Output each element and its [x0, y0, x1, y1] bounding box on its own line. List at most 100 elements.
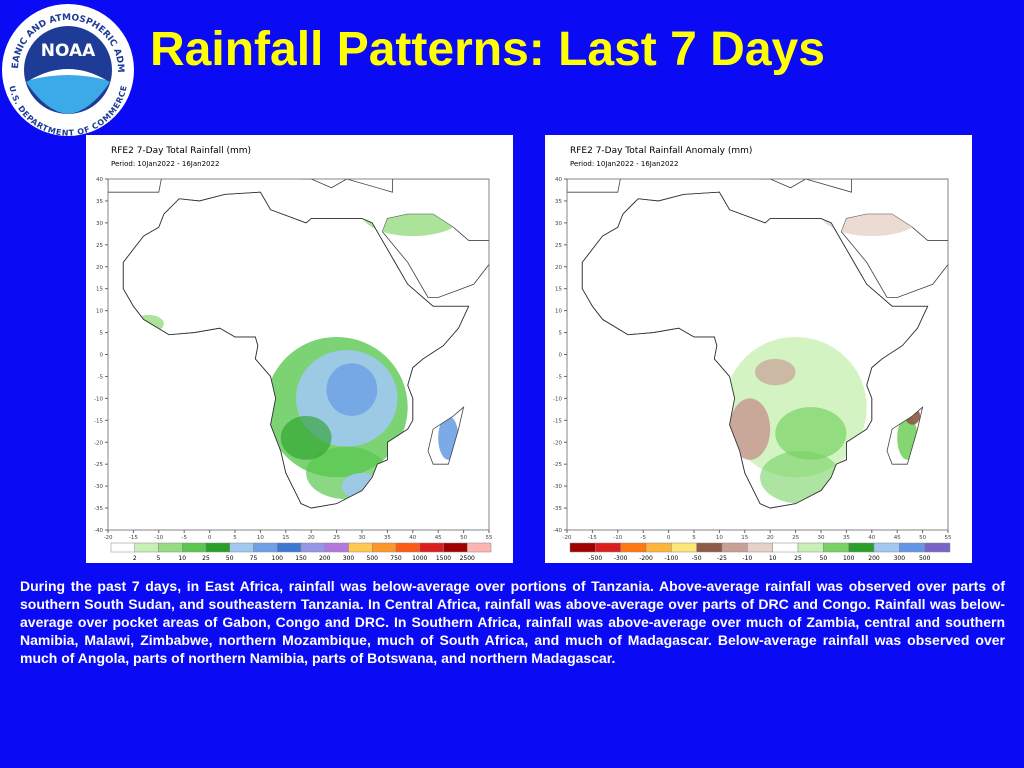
- colorbar-swatch: [253, 542, 278, 553]
- lon-label: -20: [563, 535, 572, 541]
- map-layer: [108, 179, 489, 509]
- lat-label: 15: [555, 287, 562, 293]
- lat-label: 10: [555, 309, 562, 315]
- lon-label: 40: [409, 535, 416, 541]
- lon-label: 0: [208, 535, 212, 541]
- lat-label: -25: [94, 462, 103, 468]
- colorbar-label: -500: [589, 555, 603, 562]
- lon-label: 45: [894, 535, 901, 541]
- lon-label: -15: [129, 535, 138, 541]
- colorbar-swatch: [823, 542, 849, 553]
- lon-label: 10: [716, 535, 723, 541]
- lon-label: 55: [486, 535, 493, 541]
- rain-patch: [775, 407, 847, 460]
- lon-label: 40: [868, 535, 875, 541]
- lat-label: -30: [553, 484, 562, 490]
- lat-label: 10: [96, 309, 103, 315]
- lon-label: 5: [692, 535, 696, 541]
- colorbar-swatch: [620, 542, 647, 553]
- slide-title: Rainfall Patterns: Last 7 Days: [150, 23, 825, 76]
- lon-label: -15: [588, 535, 597, 541]
- colorbar-label: -100: [665, 555, 679, 562]
- colorbar-label: 25: [202, 555, 210, 562]
- lat-label: 5: [100, 331, 104, 337]
- colorbar-label: 1500: [436, 555, 451, 562]
- land-madagascar: [886, 406, 924, 465]
- map-period: Period: 10Jan2022 - 16Jan2022: [111, 160, 219, 168]
- rain-patch: [280, 415, 332, 460]
- lat-label: 20: [555, 265, 562, 271]
- colorbar-swatch: [158, 542, 183, 553]
- lat-label: -30: [94, 484, 103, 490]
- lat-label: -35: [553, 506, 562, 512]
- lon-label: 20: [767, 535, 774, 541]
- colorbar-swatch: [205, 542, 230, 553]
- map-period: Period: 10Jan2022 - 16Jan2022: [570, 160, 678, 168]
- lat-label: -40: [553, 528, 562, 534]
- colorbar-label: 2500: [460, 555, 475, 562]
- map-panel: RFE2 7-Day Total Rainfall Anomaly (mm) Pe…: [545, 135, 972, 563]
- lat-label: -20: [94, 440, 103, 446]
- lon-label: 35: [843, 535, 850, 541]
- lat-label: 0: [559, 353, 563, 359]
- colorbar-label: 25: [794, 555, 802, 562]
- lat-label: 30: [96, 221, 103, 227]
- colorbar-label: 300: [343, 555, 355, 562]
- map-layer: [567, 179, 948, 509]
- colorbar-swatch: [848, 542, 875, 553]
- noaa-logo: NATIONAL OCEANIC AND ATMOSPHERIC ADMINIS…: [0, 0, 134, 138]
- colorbar-swatch: [395, 542, 420, 553]
- lon-label: -10: [154, 535, 163, 541]
- colorbar-swatch: [372, 542, 397, 553]
- lat-label: 0: [100, 353, 104, 359]
- colorbar-label: 200: [868, 555, 880, 562]
- lon-label: 50: [919, 535, 926, 541]
- map-title: RFE2 7-Day Total Rainfall Anomaly (mm): [570, 146, 752, 156]
- lat-label: -5: [557, 374, 563, 380]
- colorbar-label: 200: [319, 555, 331, 562]
- colorbar-label: 2: [133, 555, 137, 562]
- lon-label: 30: [818, 535, 825, 541]
- rain-patch: [760, 451, 842, 504]
- colorbar-label: 100: [272, 555, 284, 562]
- coastline: [122, 191, 470, 509]
- land-europe: [567, 179, 948, 193]
- colorbar-swatch: [924, 542, 951, 553]
- colorbar-label: -300: [614, 555, 628, 562]
- colorbar-swatch: [348, 542, 373, 553]
- lat-label: 25: [555, 243, 562, 249]
- colorbar-swatch: [772, 542, 799, 553]
- map-panel: RFE2 7-Day Total Rainfall (mm) Period: 10…: [86, 135, 513, 563]
- colorbar-swatch: [747, 542, 773, 553]
- colorbar-label: -50: [692, 555, 702, 562]
- summary-text: During the past 7 days, in East Africa, …: [20, 578, 1005, 666]
- colorbar-label: 50: [226, 555, 234, 562]
- colorbar-swatch: [419, 542, 444, 553]
- lat-label: 5: [559, 331, 563, 337]
- colorbar-swatch: [721, 542, 748, 553]
- colorbar-swatch: [277, 542, 302, 553]
- lon-label: 25: [333, 535, 340, 541]
- colorbar-label: 75: [250, 555, 258, 562]
- lat-label: -25: [553, 462, 562, 468]
- colorbar-label: 750: [390, 555, 402, 562]
- colorbar-swatch: [595, 542, 621, 553]
- lon-label: -5: [181, 535, 187, 541]
- colorbar-swatch: [300, 542, 325, 553]
- lon-label: 15: [741, 535, 748, 541]
- colorbar-label: -10: [742, 555, 752, 562]
- colorbar-label: 10: [769, 555, 777, 562]
- lat-label: -40: [94, 528, 103, 534]
- rain-patch: [754, 358, 796, 386]
- lat-label: -10: [553, 396, 562, 402]
- lon-label: 30: [359, 535, 366, 541]
- colorbar-swatch: [873, 542, 900, 553]
- lat-label: 20: [96, 265, 103, 271]
- lon-label: 55: [945, 535, 952, 541]
- lon-label: -20: [104, 535, 113, 541]
- colorbar-swatch: [899, 542, 925, 553]
- lat-label: 30: [555, 221, 562, 227]
- colorbar-swatch: [645, 542, 672, 553]
- colorbar-swatch: [443, 542, 468, 553]
- colorbar-swatch: [134, 542, 159, 553]
